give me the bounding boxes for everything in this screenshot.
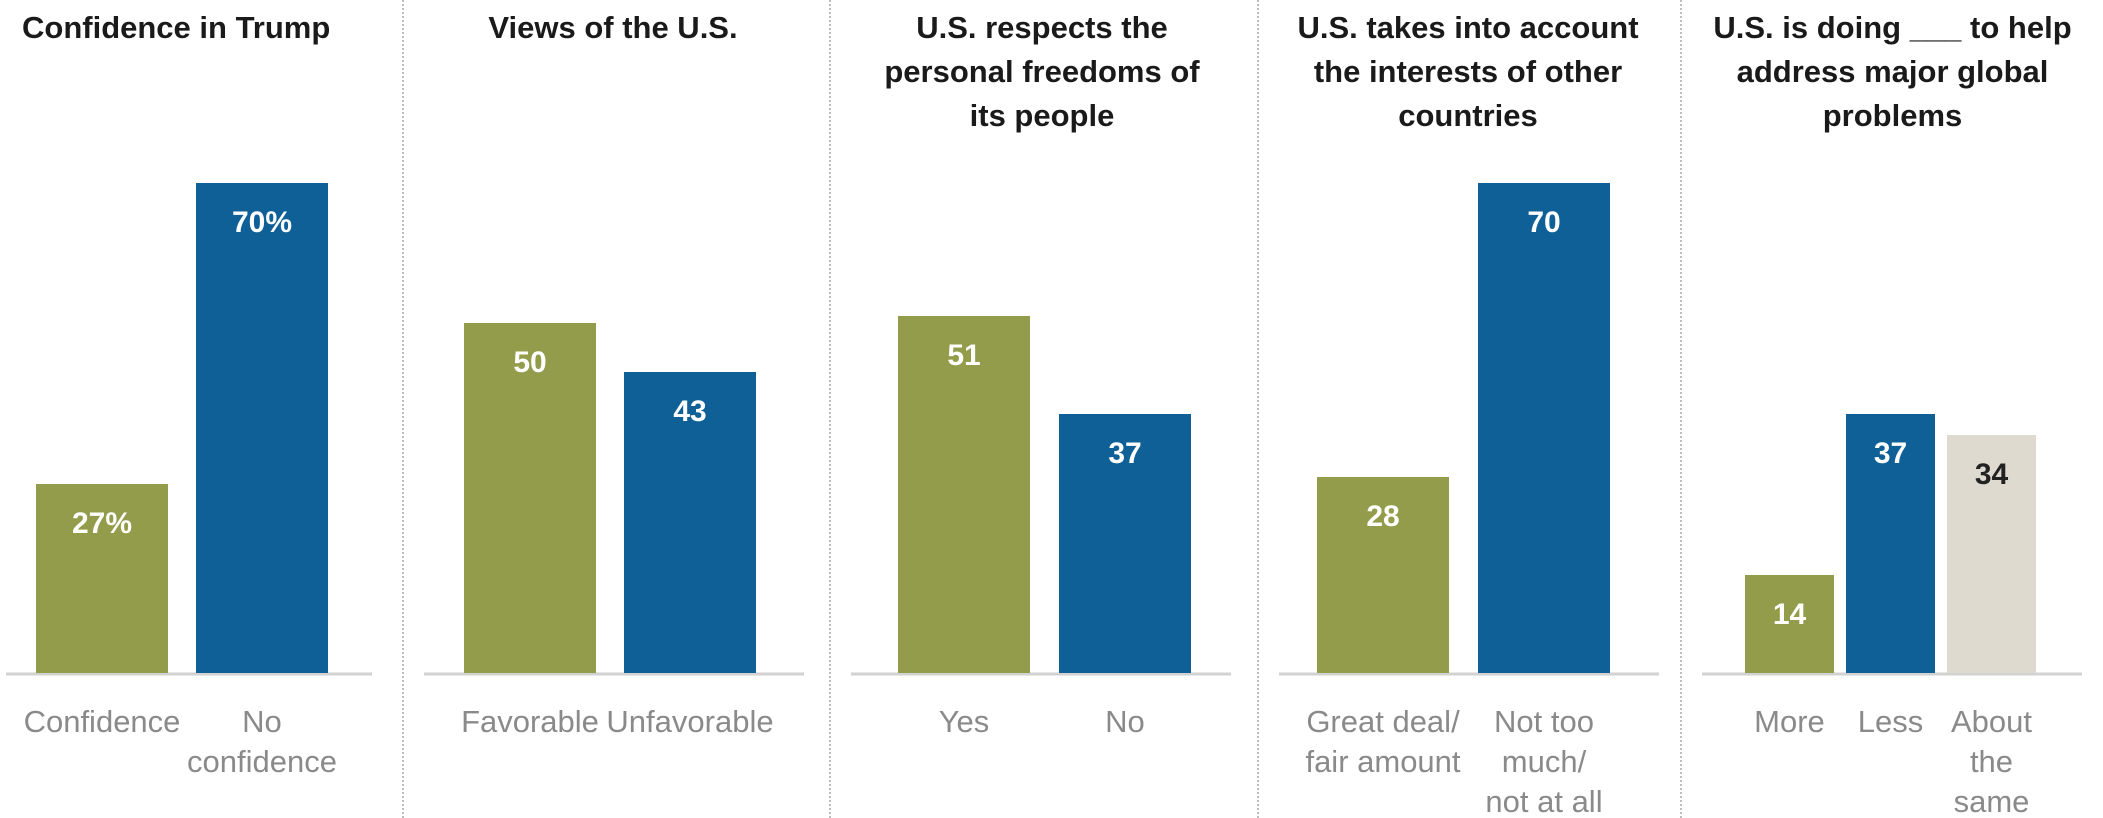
bar bbox=[36, 484, 168, 673]
bar bbox=[1478, 183, 1610, 673]
bar-value-label: 34 bbox=[1975, 458, 2009, 491]
bar bbox=[1745, 575, 1834, 673]
panel-divider bbox=[1680, 0, 1682, 818]
bar-value-label: 37 bbox=[1874, 437, 1907, 470]
bar-value-label: 28 bbox=[1366, 500, 1399, 533]
bar-value-label: 50 bbox=[513, 346, 546, 379]
bar bbox=[898, 316, 1030, 673]
bar bbox=[1846, 414, 1935, 673]
bar-value-label: 14 bbox=[1773, 598, 1807, 631]
category-label: More bbox=[1754, 704, 1825, 739]
category-label: Not too much/not at all bbox=[1485, 704, 1602, 818]
panel-global-problems: U.S. is doing ___ to help address major … bbox=[1682, 0, 2103, 818]
panel-title: Views of the U.S. bbox=[488, 10, 738, 45]
bar-value-label: 70% bbox=[232, 206, 292, 239]
category-label: Confidence bbox=[24, 704, 181, 739]
category-label: No confidence bbox=[187, 704, 337, 779]
bar-value-label: 70 bbox=[1527, 206, 1560, 239]
bar-value-label: 43 bbox=[673, 395, 706, 428]
panel-views-of-us: Views of the U.S. 50 Favorable 43 Unfavorab… bbox=[404, 0, 822, 818]
panel-title: Confidence in Trump bbox=[22, 10, 331, 45]
panel-confidence-in-trump: Confidence in Trump 27% Confidence 70% No co… bbox=[0, 0, 400, 818]
bar-plot: 27% Confidence 70% No confidence bbox=[6, 183, 372, 779]
bar bbox=[196, 183, 328, 673]
panel-personal-freedoms: U.S. respects the personal freedoms of i… bbox=[831, 0, 1253, 818]
category-label: Yes bbox=[939, 704, 990, 739]
bar-value-label: 37 bbox=[1108, 437, 1141, 470]
bar-value-label: 51 bbox=[947, 339, 980, 372]
bar-plot: 51 Yes 37 No bbox=[851, 316, 1231, 739]
bar bbox=[1059, 414, 1191, 673]
bar-value-label: 27% bbox=[72, 507, 132, 540]
panel-divider bbox=[402, 0, 404, 818]
bar bbox=[624, 372, 756, 673]
panel-title: U.S. takes into account the interests of… bbox=[1297, 10, 1639, 133]
category-label: Favorable bbox=[461, 704, 599, 739]
bar-plot: 14 More 37 Less 34 About the same bbox=[1702, 414, 2082, 818]
panel-title: U.S. is doing ___ to help address major … bbox=[1713, 10, 2072, 133]
panel-divider bbox=[1257, 0, 1259, 818]
bar bbox=[1317, 477, 1449, 673]
category-label: Great deal/fair amount bbox=[1305, 704, 1460, 779]
bar bbox=[464, 323, 596, 673]
category-label: Less bbox=[1858, 704, 1923, 739]
category-label: Unfavorable bbox=[606, 704, 773, 739]
category-label: About the same bbox=[1951, 704, 2032, 818]
panel-interests-of-other-countries: U.S. takes into account the interests of… bbox=[1259, 0, 1677, 818]
bar-plot: 50 Favorable 43 Unfavorable bbox=[424, 323, 804, 739]
panel-title: U.S. respects the personal freedoms of i… bbox=[884, 10, 1200, 133]
bar bbox=[1947, 435, 2036, 673]
bar-plot: 28 Great deal/fair amount 70 Not too much/no… bbox=[1279, 183, 1659, 818]
panel-divider bbox=[829, 0, 831, 818]
category-label: No bbox=[1105, 704, 1145, 739]
